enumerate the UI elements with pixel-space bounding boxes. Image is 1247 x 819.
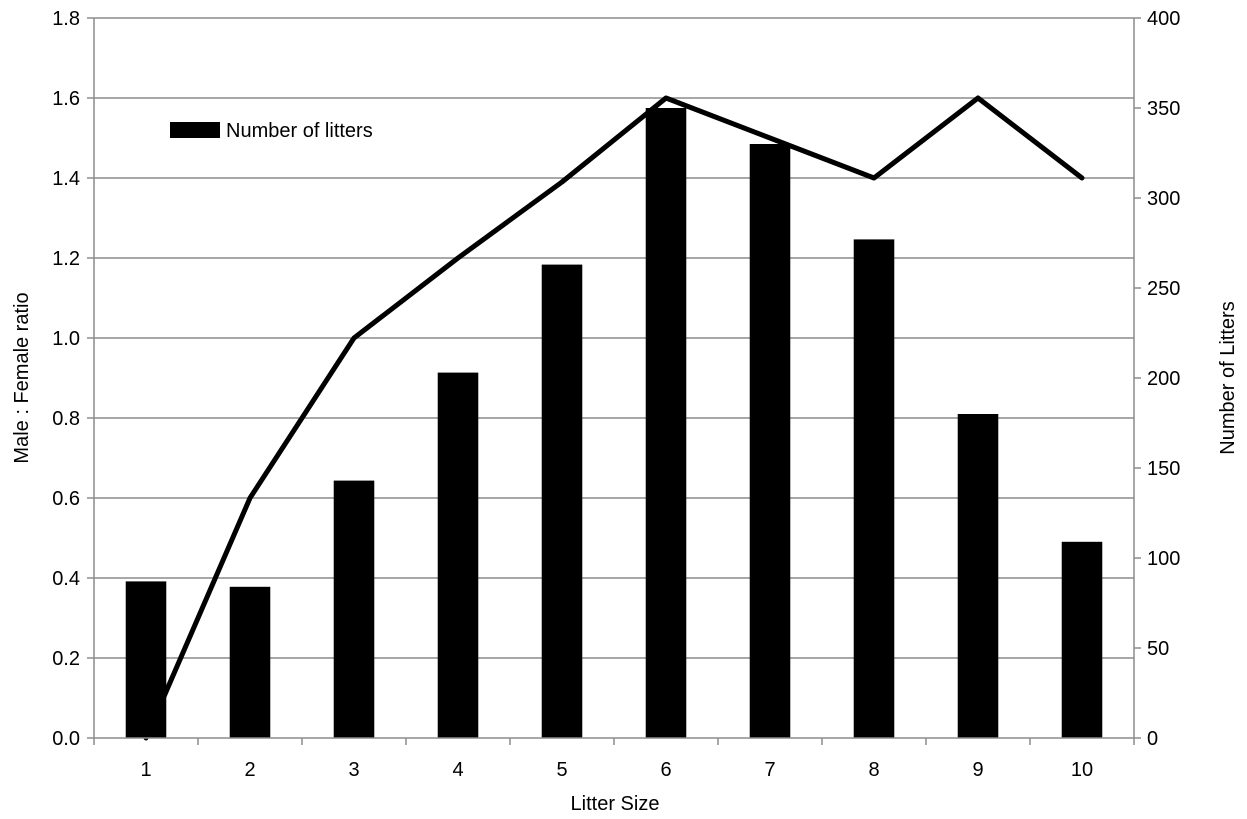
y-right-tick-label: 150: [1147, 458, 1180, 480]
x-tick-label: 7: [764, 759, 775, 781]
tick-labels: 0.0 0.2 0.4 0.6 0.8 1.0 1.2 1.4 1.6 1.8 0 50 100 150 2…: [52, 8, 1180, 781]
y-axis-right-title: Number of Litters: [1217, 301, 1239, 454]
bar: [1061, 541, 1103, 738]
x-tick-label: 3: [348, 759, 359, 781]
y-left-tick-label: 1.6: [52, 88, 80, 110]
ratio-line: [143, 95, 1085, 741]
y-left-tick-label: 0.2: [52, 648, 80, 670]
x-tick-label: 2: [244, 759, 255, 781]
bar-series: [125, 108, 1103, 738]
y-right-tick-label: 350: [1147, 98, 1180, 120]
x-axis-title: Litter Size: [571, 793, 660, 815]
y-left-tick-label: 0.0: [52, 728, 80, 750]
x-tick-label: 6: [660, 759, 671, 781]
bar: [853, 239, 895, 738]
y-left-tick-label: 1.2: [52, 248, 80, 270]
y-axis-left-title: Male : Female ratio: [11, 292, 33, 463]
x-tick-label: 4: [452, 759, 463, 781]
bar: [749, 144, 791, 738]
bar: [437, 372, 479, 738]
y-right-tick-label: 0: [1147, 728, 1158, 750]
x-tick-label: 8: [868, 759, 879, 781]
grid: [94, 17, 1134, 659]
y-left-tick-label: 0.4: [52, 568, 80, 590]
bar: [541, 264, 583, 738]
bar: [229, 586, 271, 738]
bar: [125, 581, 167, 738]
y-left-tick-label: 0.8: [52, 408, 80, 430]
y-left-tick-label: 0.6: [52, 488, 80, 510]
x-tick-label: 9: [972, 759, 983, 781]
y-right-tick-label: 300: [1147, 188, 1180, 210]
bar: [957, 414, 999, 738]
y-right-tick-label: 200: [1147, 368, 1180, 390]
y-left-tick-label: 1.4: [52, 168, 80, 190]
bar: [645, 108, 687, 738]
y-right-tick-label: 50: [1147, 638, 1169, 660]
legend-label: Number of litters: [226, 120, 373, 142]
x-tick-label: 10: [1071, 759, 1093, 781]
legend: Number of litters: [170, 120, 373, 142]
legend-swatch: [170, 122, 220, 138]
bar: [333, 480, 375, 738]
y-right-tick-label: 400: [1147, 8, 1180, 30]
y-left-tick-label: 1.0: [52, 328, 80, 350]
y-left-tick-label: 1.8: [52, 8, 80, 30]
y-right-tick-label: 250: [1147, 278, 1180, 300]
x-tick-label: 1: [140, 759, 151, 781]
axes: [87, 17, 1141, 745]
y-right-tick-label: 100: [1147, 548, 1180, 570]
x-tick-label: 5: [556, 759, 567, 781]
